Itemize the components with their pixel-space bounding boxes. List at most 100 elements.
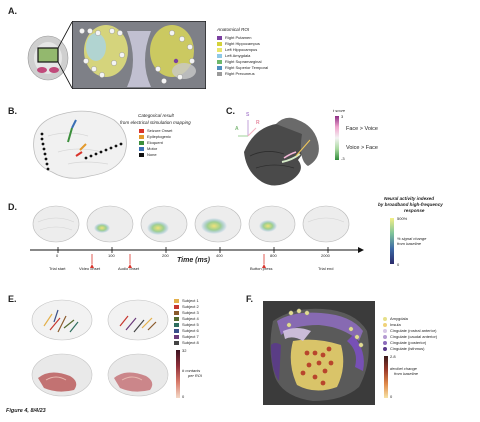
- legend-swatch: [174, 329, 179, 333]
- legend-swatch: [217, 42, 222, 46]
- legend-swatch: [383, 328, 387, 333]
- panel-c-surface: [238, 117, 319, 186]
- panel-d-brain-sequence: [32, 205, 350, 243]
- legend-label: None: [147, 152, 157, 157]
- panel-e-colorbar-min: 0: [182, 394, 185, 399]
- brain-frame-4: [248, 205, 296, 243]
- panel-d-legend-title-1: Neural activity indexed: [384, 196, 435, 201]
- zoom-connector-lines: [58, 21, 73, 89]
- event-label: Audio onset: [118, 266, 140, 271]
- panel-e-colorbar-max: 32: [182, 348, 187, 353]
- tick-label: 100: [108, 253, 115, 258]
- voice-face-label: Voice > Face: [346, 145, 378, 151]
- legend-item: Eloquent: [139, 140, 219, 146]
- panel-d-colorbar-max: 500%: [397, 216, 408, 221]
- legend-item: Subject 3: [174, 310, 234, 316]
- legend-label: Cingulate (posterior): [390, 340, 427, 345]
- legend-swatch: [174, 299, 179, 303]
- panel-f-mri-slice: [263, 301, 375, 405]
- panel-f-colorbar-min: 0: [390, 394, 393, 399]
- time-axis-title: Time (ms): [177, 257, 210, 264]
- legend-item: Epileptogenic: [139, 134, 219, 140]
- panel-a-legend: Right Putamen Right Hippocampus Left Hip…: [217, 35, 317, 77]
- brain-frame-1: [86, 205, 134, 243]
- legend-label: Seizure Onset: [147, 128, 173, 133]
- brain-frame-0: [32, 205, 80, 243]
- brain-frame-3: [194, 205, 242, 243]
- panel-c-colorbar-max: 3: [341, 114, 344, 119]
- legend-item: Right Hippocampus: [217, 41, 317, 47]
- panel-c-label: C.: [226, 106, 235, 116]
- panel-c-colorbar-min: -3: [341, 156, 345, 161]
- figure-caption: Figure 4, 8/4/23: [6, 408, 46, 414]
- tick-label: 200: [162, 253, 169, 258]
- legend-label: Right Precuneus: [225, 71, 255, 76]
- legend-label: Subject 7: [182, 334, 199, 339]
- legend-label: Subject 1: [182, 298, 199, 303]
- legend-label: Subject 5: [182, 322, 199, 327]
- panel-f-colorbar: [384, 356, 388, 398]
- panel-a-brain-thumbnail: [27, 35, 69, 81]
- tick-label: 2000: [321, 253, 330, 258]
- tick-label: 800: [270, 253, 277, 258]
- tick-label: 0: [56, 253, 59, 258]
- panel-a-zoomed-mri: [72, 21, 206, 89]
- legend-swatch: [139, 141, 144, 145]
- legend-label: Subject 2: [182, 304, 199, 309]
- legend-swatch: [174, 323, 179, 327]
- legend-item: Motor: [139, 146, 219, 152]
- panel-c-colorbar-title: t score: [333, 108, 346, 113]
- legend-label: Cingulate (caudal anterior): [390, 334, 438, 339]
- legend-label: Subject 8: [182, 340, 199, 345]
- legend-item: Subject 7: [174, 334, 234, 340]
- event-label: Trial start: [49, 266, 66, 271]
- legend-label: Amygdala: [390, 316, 408, 321]
- legend-item: Subject 1: [174, 298, 234, 304]
- legend-label: Subject 4: [182, 316, 199, 321]
- brain-frame-2: [140, 205, 188, 243]
- legend-label: Left Hippocampus: [225, 47, 258, 52]
- panel-e-contact-brains: [31, 299, 169, 341]
- panel-d-colorbar-label-1: % signal change: [397, 236, 427, 241]
- panel-b-legend-title-2: from electrical stimulation mapping: [120, 120, 191, 125]
- legend-swatch: [174, 317, 179, 321]
- legend-swatch: [217, 48, 222, 52]
- legend-swatch: [217, 60, 222, 64]
- panel-b-legend-title-1: Categorical result: [138, 113, 174, 118]
- legend-swatch: [217, 54, 222, 58]
- legend-swatch: [139, 129, 144, 133]
- panel-d-timeline: [30, 247, 364, 268]
- panel-e-label: E.: [8, 294, 17, 304]
- legend-item: Right Precuneus: [217, 71, 317, 77]
- legend-swatch: [383, 340, 387, 345]
- legend-swatch: [174, 305, 179, 309]
- legend-label: Right Superior Temporal: [225, 65, 269, 70]
- legend-item: None: [139, 152, 219, 158]
- legend-item: Right Putamen: [217, 35, 317, 41]
- axis-a-label: A: [235, 126, 239, 132]
- legend-item: Subject 6: [174, 328, 234, 334]
- legend-item: Insula: [383, 322, 479, 328]
- panel-e-legend: Subject 1 Subject 2 Subject 3 Subject 4 …: [174, 298, 234, 346]
- legend-label: Eloquent: [147, 140, 163, 145]
- axis-r-label: R: [256, 120, 260, 126]
- legend-label: Right Hippocampus: [225, 41, 260, 46]
- panel-f-legend: Amygdala Insula Cingulate (rostral anter…: [383, 316, 479, 352]
- legend-item: Amygdala: [383, 316, 479, 322]
- legend-item: Subject 5: [174, 322, 234, 328]
- legend-swatch: [174, 311, 179, 315]
- panel-a-legend-title: Anatomical ROI: [217, 27, 250, 32]
- panel-f-colorbar-max: 2.8: [390, 354, 396, 359]
- panel-e-colorbar-label-1: # contacts: [182, 368, 201, 373]
- panel-d-colorbar-min: 0: [397, 262, 400, 267]
- legend-swatch: [217, 36, 222, 40]
- legend-swatch: [217, 66, 222, 70]
- legend-item: Seizure Onset: [139, 128, 219, 134]
- legend-item: Subject 2: [174, 304, 234, 310]
- legend-item: Subject 4: [174, 316, 234, 322]
- panel-c-colorbar: [335, 116, 339, 160]
- event-label: Button press: [250, 266, 273, 271]
- legend-swatch: [139, 147, 144, 151]
- event-label: Trial end: [318, 266, 334, 271]
- legend-label: Epileptogenic: [147, 134, 172, 139]
